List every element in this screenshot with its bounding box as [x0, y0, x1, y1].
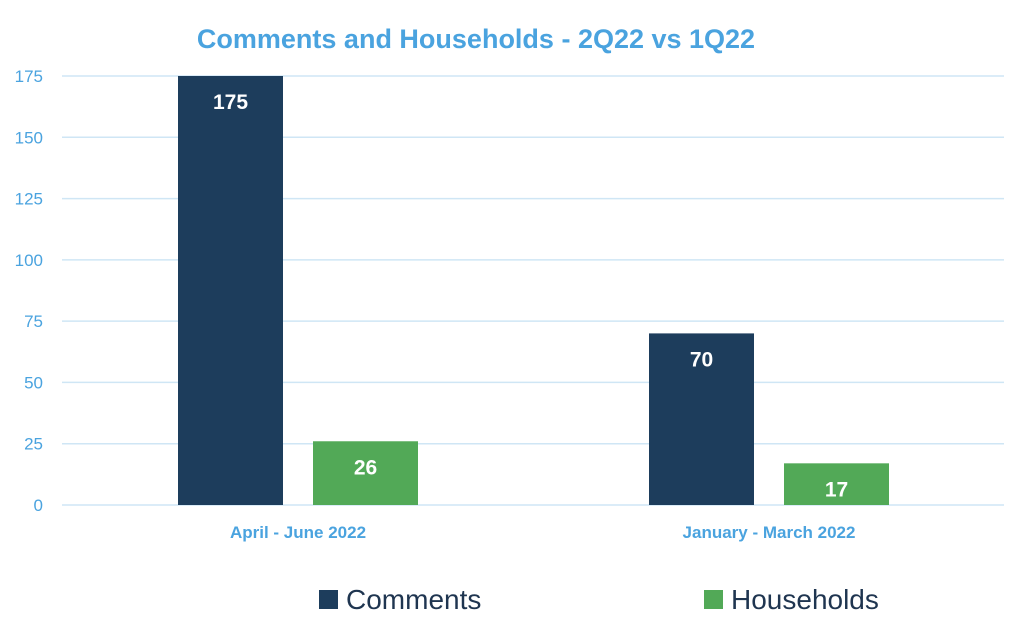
- data-label-comments-2: 70: [690, 348, 713, 371]
- data-label-comments-1: 175: [213, 91, 248, 114]
- y-tick-label: 25: [24, 435, 43, 454]
- data-labels: 175 26 70 17: [213, 91, 848, 501]
- y-tick-label: 0: [34, 496, 43, 515]
- y-tick-label: 75: [24, 312, 43, 331]
- y-tick-label: 50: [24, 373, 43, 392]
- y-tick-label: 100: [15, 251, 43, 270]
- bar-comments-2: [649, 333, 754, 505]
- legend-swatch-households: [704, 590, 723, 609]
- y-tick-label: 125: [15, 190, 43, 209]
- y-axis-ticks: 0 25 50 75 100 125 150 175: [15, 67, 43, 515]
- legend-label-comments: Comments: [346, 584, 481, 615]
- y-tick-label: 150: [15, 128, 43, 147]
- bar-households-2: [784, 463, 889, 505]
- y-tick-label: 175: [15, 67, 43, 86]
- x-axis-categories: April - June 2022 January - March 2022: [230, 523, 855, 542]
- bar-comments-1: [178, 76, 283, 505]
- bars: [178, 76, 889, 505]
- data-label-households-1: 26: [354, 456, 377, 479]
- x-category-label: April - June 2022: [230, 523, 366, 542]
- bar-households-1: [313, 441, 418, 505]
- data-label-households-2: 17: [825, 478, 848, 501]
- legend: Comments Households: [319, 584, 879, 615]
- legend-swatch-comments: [319, 590, 338, 609]
- x-category-label: January - March 2022: [683, 523, 856, 542]
- legend-label-households: Households: [731, 584, 879, 615]
- chart-title: Comments and Households - 2Q22 vs 1Q22: [197, 24, 755, 54]
